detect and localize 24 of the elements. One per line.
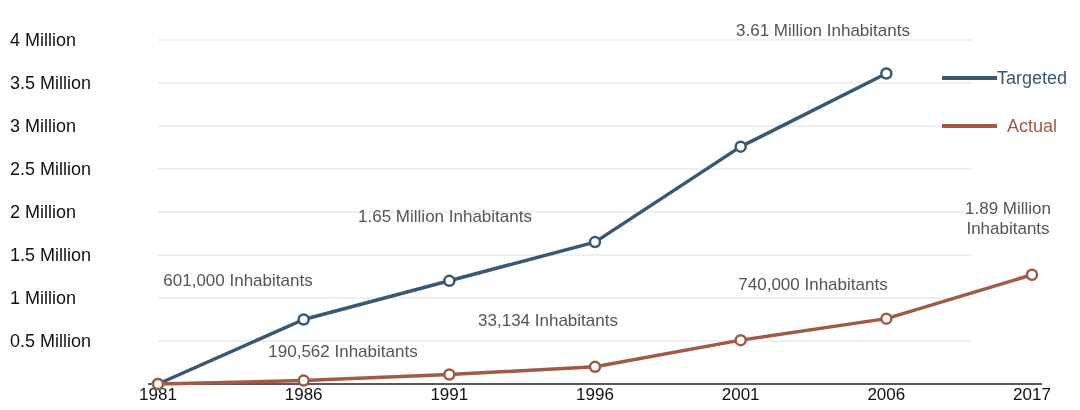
annotation: 740,000 Inhabitants <box>738 274 888 294</box>
x-tick-label: 1986 <box>284 385 323 404</box>
y-tick-label: 4 Million <box>10 30 77 51</box>
x-tick-label: 2001 <box>721 385 760 404</box>
y-tick-label: 2 Million <box>10 202 77 223</box>
y-tick-label: 2.5 Million <box>10 159 92 180</box>
y-tick-label: 0.5 Million <box>10 331 92 352</box>
x-tick-label: 1991 <box>430 385 469 404</box>
legend-label: Targeted <box>996 68 1068 89</box>
annotation: 33,134 Inhabitants <box>478 310 618 330</box>
x-tick-label: 1981 <box>139 385 177 404</box>
y-tick-label: 1 Million <box>10 288 77 309</box>
annotation: 1.89 Million Inhabitants <box>965 198 1051 238</box>
y-tick-label: 1.5 Million <box>10 245 92 266</box>
x-tick-label: 1996 <box>576 385 614 404</box>
y-tick-label: 3 Million <box>10 116 77 137</box>
text: 3.61 Million Inhabitants <box>736 20 910 40</box>
x-tick-label: 2006 <box>867 385 906 404</box>
x-tick-label: 2017 <box>1013 385 1051 404</box>
y-tick-label: 3.5 Million <box>10 73 92 94</box>
annotation: 601,000 Inhabitants <box>163 270 313 290</box>
annotation: 1.65 Million Inhabitants <box>358 206 532 226</box>
annotation: 190,562 Inhabitants <box>268 341 418 361</box>
legend-label: Actual <box>1006 116 1058 137</box>
